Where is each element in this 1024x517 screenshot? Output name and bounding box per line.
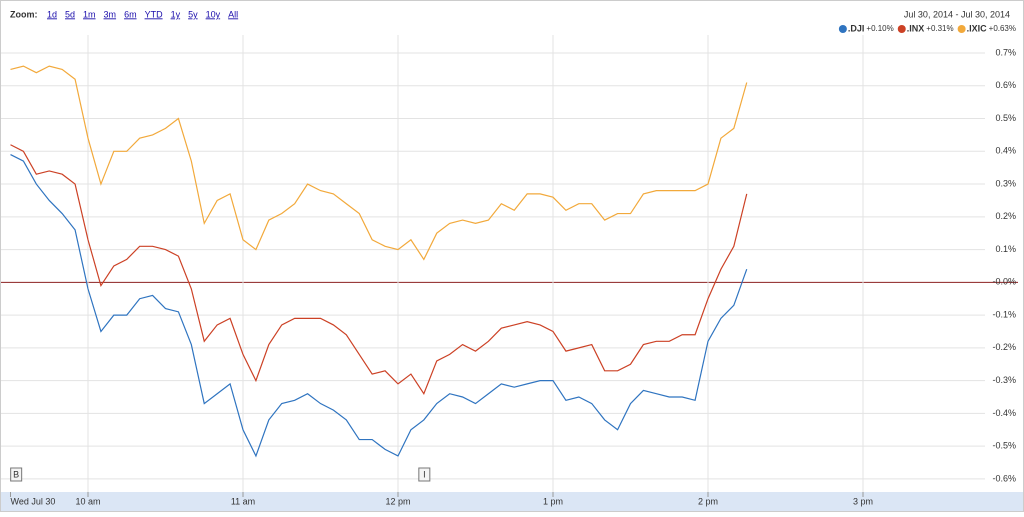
x-axis-band [1, 492, 1023, 511]
zoom-option[interactable]: 10y [206, 9, 221, 19]
series-line [10, 65, 748, 261]
y-tick-label: -0.4% [992, 408, 1016, 418]
zoom-option[interactable]: 5d [65, 9, 75, 19]
date-range: Jul 30, 2014 - Jul 30, 2014 [904, 9, 1010, 19]
zoom-option[interactable]: 6m [124, 9, 137, 19]
legend-name: .DJI [848, 23, 865, 33]
x-tick-label: 1 pm [543, 496, 563, 506]
y-tick-label: 0.6% [995, 80, 1016, 90]
y-tick-label: -0.0% [992, 277, 1016, 287]
zoom-option[interactable]: YTD [145, 9, 164, 19]
y-tick-label: -0.1% [992, 309, 1016, 319]
zoom-option[interactable]: 1d [47, 9, 57, 19]
legend-change: +0.31% [926, 24, 953, 33]
legend-swatch [838, 25, 847, 33]
y-tick-label: 0.5% [995, 113, 1016, 123]
flag[interactable] [10, 467, 23, 482]
legend-change: +0.10% [866, 24, 893, 33]
x-tick-label: 11 am [231, 496, 255, 506]
y-tick-label: 0.4% [995, 146, 1016, 156]
zoom-option[interactable]: 5y [188, 9, 198, 19]
y-tick-label: 0.3% [995, 178, 1016, 188]
y-tick-label: 0.7% [995, 47, 1016, 57]
x-tick-label: Wed Jul 30 [11, 496, 56, 506]
flag[interactable] [418, 467, 431, 482]
zoom-option[interactable]: 3m [104, 9, 117, 19]
legend-name: .IXIC [967, 23, 988, 33]
zoom-option[interactable]: 1y [171, 9, 181, 19]
x-tick-label: 12 pm [385, 496, 410, 506]
x-tick-label: 2 pm [698, 496, 718, 506]
flag-label: B [13, 469, 19, 479]
series-line [10, 154, 748, 458]
legend-swatch [897, 25, 906, 33]
series-line [10, 144, 748, 396]
y-tick-label: -0.6% [992, 473, 1016, 483]
y-tick-label: 0.2% [995, 211, 1016, 221]
zoom-option[interactable]: All [228, 9, 238, 19]
legend-change: +0.63% [989, 24, 1016, 33]
legend-swatch [957, 25, 966, 33]
y-tick-label: -0.5% [992, 441, 1016, 451]
zoom-label: Zoom: [10, 9, 38, 19]
y-tick-label: 0.1% [995, 244, 1016, 254]
zoom-option[interactable]: 1m [83, 9, 96, 19]
legend-name: .INX [907, 23, 925, 33]
x-tick-label: 10 am [75, 496, 100, 506]
y-tick-label: -0.2% [992, 342, 1016, 352]
y-tick-label: -0.3% [992, 375, 1016, 385]
flag-label: I [423, 469, 426, 479]
x-tick-label: 3 pm [853, 496, 873, 506]
